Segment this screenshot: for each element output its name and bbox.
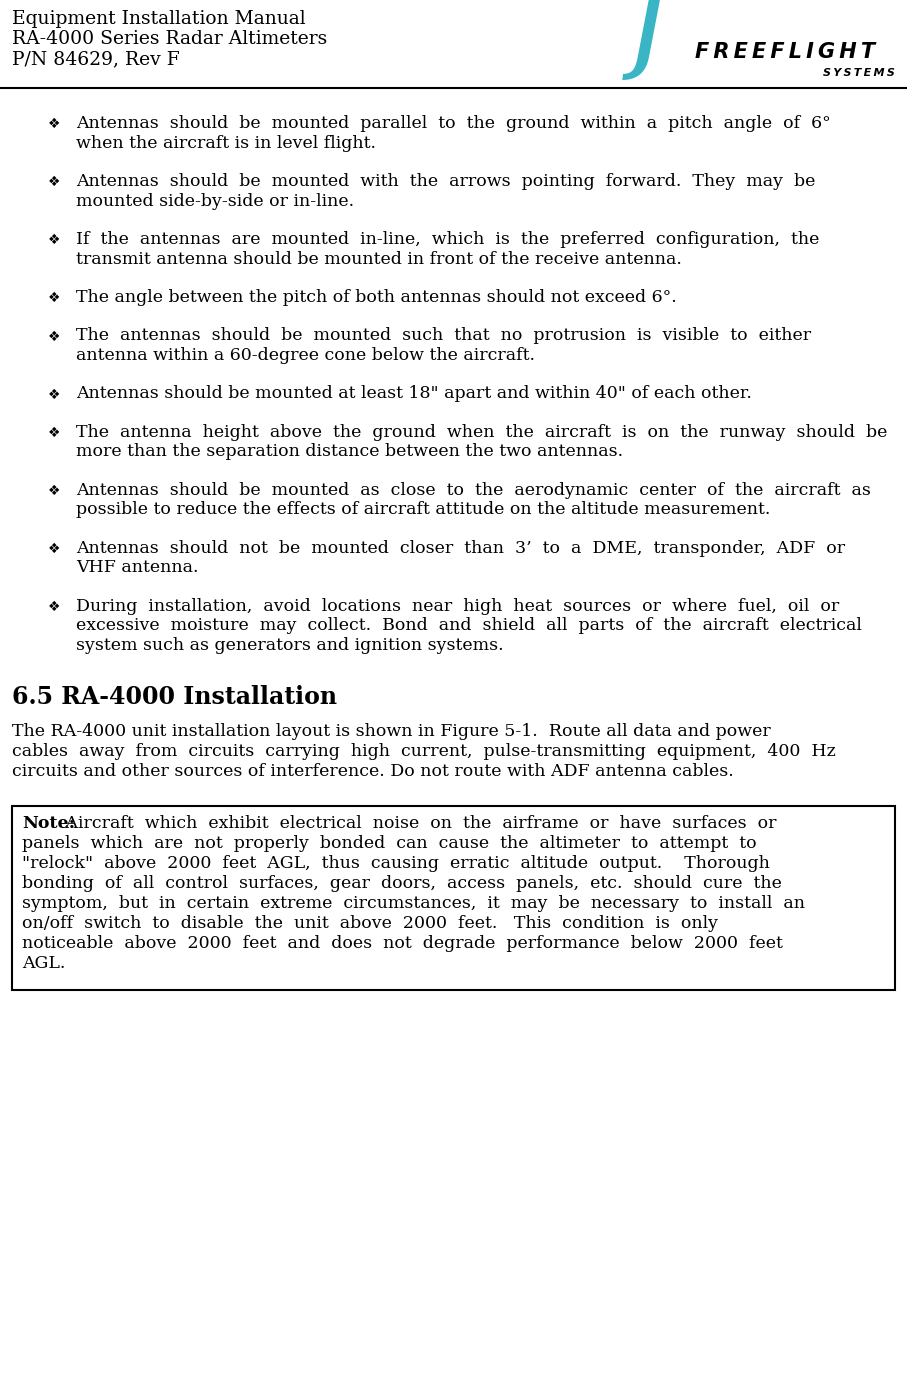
Text: ❖: ❖ (48, 542, 61, 556)
Text: ❖: ❖ (48, 388, 61, 401)
Text: symptom,  but  in  certain  extreme  circumstances,  it  may  be  necessary  to : symptom, but in certain extreme circumst… (22, 895, 805, 913)
Text: RA-4000 Series Radar Altimeters: RA-4000 Series Radar Altimeters (12, 31, 327, 47)
Text: antenna within a 60-degree cone below the aircraft.: antenna within a 60-degree cone below th… (76, 347, 535, 364)
Text: Equipment Installation Manual: Equipment Installation Manual (12, 10, 306, 28)
Text: The angle between the pitch of both antennas should not exceed 6°.: The angle between the pitch of both ante… (76, 289, 677, 307)
Text: F R E E F L I G H T: F R E E F L I G H T (695, 42, 875, 61)
Text: The  antennas  should  be  mounted  such  that  no  protrusion  is  visible  to : The antennas should be mounted such that… (76, 328, 811, 344)
Text: f: f (630, 0, 677, 79)
Text: Antennas  should  be  mounted  with  the  arrows  pointing  forward.  They  may : Antennas should be mounted with the arro… (76, 173, 815, 190)
Text: mounted side-by-side or in-line.: mounted side-by-side or in-line. (76, 192, 354, 209)
Text: "relock"  above  2000  feet  AGL,  thus  causing  erratic  altitude  output.    : "relock" above 2000 feet AGL, thus causi… (22, 856, 770, 873)
Text: ❖: ❖ (48, 427, 61, 441)
Text: system such as generators and ignition systems.: system such as generators and ignition s… (76, 637, 503, 654)
Text: excessive  moisture  may  collect.  Bond  and  shield  all  parts  of  the  airc: excessive moisture may collect. Bond and… (76, 618, 862, 634)
Text: If  the  antennas  are  mounted  in-line,  which  is  the  preferred  configurat: If the antennas are mounted in-line, whi… (76, 231, 819, 248)
Text: Antennas  should  be  mounted  as  close  to  the  aerodynamic  center  of  the : Antennas should be mounted as close to t… (76, 482, 871, 499)
Text: ❖: ❖ (48, 291, 61, 305)
Text: cables  away  from  circuits  carrying  high  current,  pulse-transmitting  equi: cables away from circuits carrying high … (12, 743, 835, 761)
Text: possible to reduce the effects of aircraft attitude on the altitude measurement.: possible to reduce the effects of aircra… (76, 502, 770, 519)
Text: Aircraft  which  exhibit  electrical  noise  on  the  airframe  or  have  surfac: Aircraft which exhibit electrical noise … (60, 815, 776, 832)
Text: ❖: ❖ (48, 176, 61, 190)
Text: Note:: Note: (22, 815, 75, 832)
Text: Antennas should be mounted at least 18" apart and within 40" of each other.: Antennas should be mounted at least 18" … (76, 386, 752, 403)
Text: The  antenna  height  above  the  ground  when  the  aircraft  is  on  the  runw: The antenna height above the ground when… (76, 424, 887, 441)
Text: During  installation,  avoid  locations  near  high  heat  sources  or  where  f: During installation, avoid locations nea… (76, 598, 839, 615)
Text: panels  which  are  not  properly  bonded  can  cause  the  altimeter  to  attem: panels which are not properly bonded can… (22, 835, 756, 853)
Text: ❖: ❖ (48, 484, 61, 498)
Text: AGL.: AGL. (22, 955, 65, 973)
Text: circuits and other sources of interference. Do not route with ADF antenna cables: circuits and other sources of interferen… (12, 764, 734, 781)
Text: 6.5 RA-4000 Installation: 6.5 RA-4000 Installation (12, 686, 337, 710)
Text: more than the separation distance between the two antennas.: more than the separation distance betwee… (76, 443, 623, 460)
Text: ❖: ❖ (48, 117, 61, 131)
Text: P/N 84629, Rev F: P/N 84629, Rev F (12, 50, 180, 68)
Text: ❖: ❖ (48, 599, 61, 613)
Text: transmit antenna should be mounted in front of the receive antenna.: transmit antenna should be mounted in fr… (76, 251, 682, 268)
Text: S Y S T E M S: S Y S T E M S (824, 68, 895, 78)
Text: ❖: ❖ (48, 233, 61, 247)
Text: ❖: ❖ (48, 329, 61, 343)
Text: when the aircraft is in level flight.: when the aircraft is in level flight. (76, 134, 376, 152)
Text: VHF antenna.: VHF antenna. (76, 559, 199, 577)
Bar (12, 806, 895, 990)
Text: Antennas  should  be  mounted  parallel  to  the  ground  within  a  pitch  angl: Antennas should be mounted parallel to t… (76, 114, 831, 132)
Text: The RA-4000 unit installation layout is shown in Figure 5-1.  Route all data and: The RA-4000 unit installation layout is … (12, 723, 771, 740)
Text: on/off  switch  to  disable  the  unit  above  2000  feet.   This  condition  is: on/off switch to disable the unit above … (22, 916, 718, 933)
Text: noticeable  above  2000  feet  and  does  not  degrade  performance  below  2000: noticeable above 2000 feet and does not … (22, 935, 783, 952)
Text: Antennas  should  not  be  mounted  closer  than  3’  to  a  DME,  transponder, : Antennas should not be mounted closer th… (76, 539, 845, 558)
Text: bonding  of  all  control  surfaces,  gear  doors,  access  panels,  etc.  shoul: bonding of all control surfaces, gear do… (22, 875, 782, 892)
